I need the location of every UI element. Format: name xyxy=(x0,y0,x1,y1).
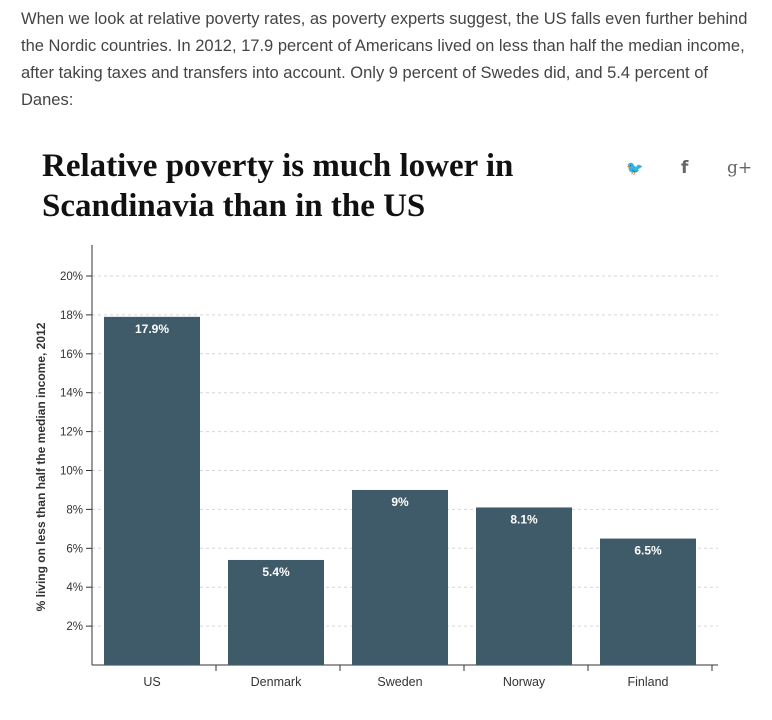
bar-us xyxy=(104,316,200,665)
y-tick-label: 20% xyxy=(60,271,83,283)
data-label: 9% xyxy=(391,495,409,509)
x-tick-label: Sweden xyxy=(377,675,422,689)
x-tick-label: Denmark xyxy=(251,675,302,689)
google-plus-icon: g+ xyxy=(727,158,753,178)
twitter-icon: 🐦 xyxy=(626,161,644,177)
x-tick-label: Norway xyxy=(503,675,546,689)
y-tick-label: 12% xyxy=(60,427,83,439)
data-label: 17.9% xyxy=(135,322,169,336)
bar-finland xyxy=(600,538,696,665)
y-tick-label: 16% xyxy=(60,349,83,361)
bar-denmark xyxy=(228,559,324,665)
data-label: 8.1% xyxy=(510,512,538,526)
facebook-share-button[interactable]: f xyxy=(681,155,688,181)
y-tick-label: 10% xyxy=(60,466,83,478)
twitter-share-button[interactable]: 🐦 xyxy=(626,155,643,181)
y-tick-label: 18% xyxy=(60,310,83,322)
facebook-icon: f xyxy=(681,158,689,178)
y-axis-label: % living on less than half the median in… xyxy=(34,322,48,611)
data-label: 5.4% xyxy=(262,565,290,579)
bar-sweden xyxy=(352,489,448,665)
y-tick-label: 14% xyxy=(60,388,83,400)
chart-title: Relative poverty is much lower in Scandi… xyxy=(42,148,514,224)
google-plus-share-button[interactable]: g+ xyxy=(727,155,752,181)
y-tick-label: 4% xyxy=(66,582,83,594)
bar-chart: 2% 4% 6% 8% 10% 12% 14% 16% 18% 20% % living on le… xyxy=(34,245,718,689)
bar-norway xyxy=(476,507,572,665)
data-label: 6.5% xyxy=(634,544,662,558)
x-tick-label: US xyxy=(143,675,160,689)
article-intro-text: When we look at relative poverty rates, … xyxy=(21,10,748,109)
y-tick-label: 6% xyxy=(66,543,83,555)
y-tick-label: 8% xyxy=(66,504,83,516)
y-tick-label: 2% xyxy=(66,621,83,633)
x-tick-label: Finland xyxy=(628,675,669,689)
